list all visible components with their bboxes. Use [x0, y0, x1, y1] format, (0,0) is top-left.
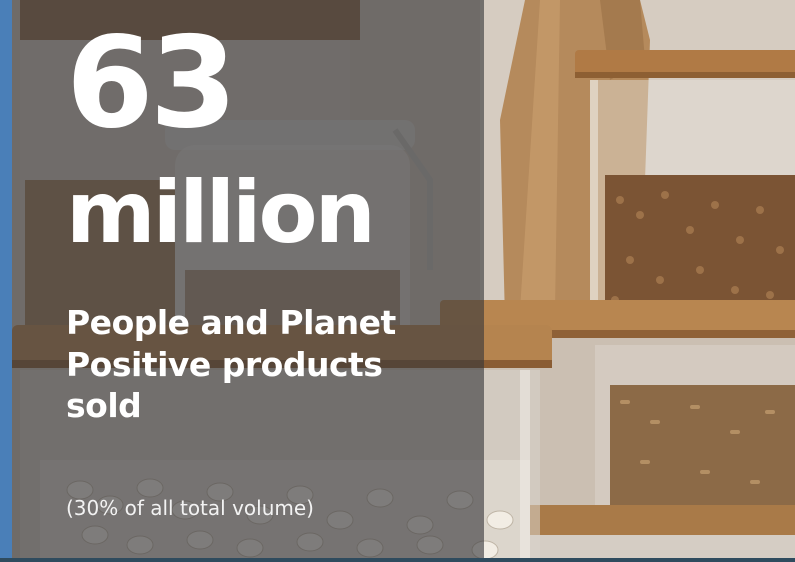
stat-unit: million [66, 163, 376, 263]
bottom-strip [0, 558, 795, 562]
stat-description: People and Planet Positive products sold [66, 303, 396, 426]
accent-bar [0, 0, 12, 562]
stat-number: 63 [66, 9, 237, 156]
stat-footnote: (30% of all total volume) [66, 496, 314, 520]
text-overlay-panel [12, 0, 484, 562]
